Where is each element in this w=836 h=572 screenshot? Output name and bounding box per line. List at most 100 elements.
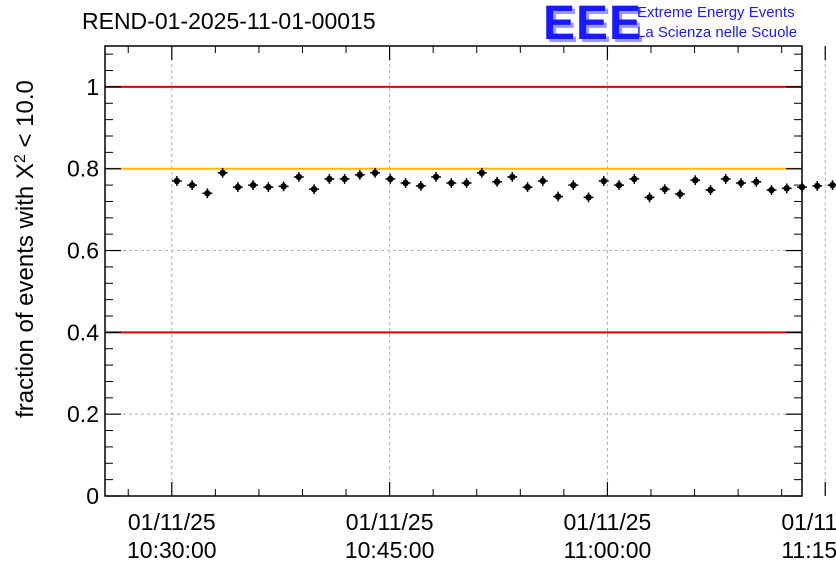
point-marker (493, 178, 501, 186)
point-marker (219, 169, 226, 177)
point-marker (280, 183, 287, 190)
point-marker (707, 186, 714, 194)
data-point (202, 188, 213, 199)
point-marker (631, 175, 638, 183)
x-tick-label-date: 01/11/25 (564, 509, 652, 535)
axis-ticks: 00.20.40.60.8101/11/2510:30:0001/11/2510… (67, 46, 836, 563)
data-point (431, 172, 442, 182)
point-marker (371, 169, 379, 177)
point-marker (448, 179, 455, 187)
point-marker (814, 182, 821, 190)
data-point (385, 174, 396, 184)
point-marker (661, 185, 668, 193)
data-point (263, 182, 274, 193)
grid-lines (105, 46, 826, 496)
data-point (705, 185, 716, 195)
data-point (476, 167, 487, 178)
y-axis-label-tail: < 10.0 (12, 80, 39, 154)
y-tick-label: 0.4 (67, 319, 99, 345)
point-marker (829, 181, 836, 189)
data-point (644, 192, 655, 203)
data-point (446, 178, 457, 188)
point-marker (722, 175, 729, 183)
point-marker (768, 186, 775, 194)
x-tick-label-time: 11:15:00 (781, 537, 836, 563)
data-point (324, 174, 335, 184)
point-marker (417, 182, 425, 190)
point-marker (188, 181, 196, 189)
point-marker (478, 169, 486, 177)
y-tick-label: 0.6 (67, 238, 99, 264)
data-point (187, 180, 198, 190)
y-axis-label-sup: 2 (12, 154, 29, 163)
logo-line-1: Extreme Energy Events (637, 4, 795, 21)
point-marker (600, 177, 607, 185)
threshold-lines (105, 85, 802, 334)
point-marker (265, 183, 272, 191)
y-tick-label: 1 (86, 74, 99, 100)
point-marker (249, 181, 257, 189)
x-tick-label-date: 01/11/25 (346, 509, 434, 535)
data-point (522, 182, 533, 193)
point-marker (463, 179, 470, 187)
y-tick-label: 0.2 (67, 401, 99, 427)
data-point (370, 167, 381, 178)
eee-logo-mark: EEE (543, 0, 643, 50)
point-marker (356, 171, 364, 179)
data-point (827, 180, 836, 190)
y-axis-label: fraction of events with X2 < 10.0 (12, 80, 40, 418)
data-point (293, 172, 304, 182)
y-axis-label-main: fraction of events with X (12, 163, 39, 418)
point-marker (387, 175, 394, 183)
data-point (278, 181, 289, 192)
point-marker (585, 194, 592, 201)
point-marker (524, 183, 531, 191)
point-marker (737, 179, 745, 187)
data-point (492, 176, 502, 187)
point-marker (310, 185, 318, 193)
data-point (339, 174, 350, 184)
point-marker (570, 181, 577, 189)
point-marker (509, 173, 516, 181)
data-point (812, 181, 823, 191)
data-point (629, 174, 640, 184)
x-tick-label-time: 10:30:00 (127, 537, 217, 563)
point-marker (234, 183, 242, 191)
point-marker (692, 176, 699, 184)
point-marker (402, 179, 409, 187)
data-point (415, 181, 426, 191)
data-point (568, 180, 579, 190)
data-point (217, 167, 228, 178)
point-marker (615, 181, 623, 189)
data-point (720, 174, 731, 184)
point-marker (204, 190, 211, 197)
svg-text:fraction of events with X2 < 1: fraction of events with X2 < 10.0 (12, 80, 40, 418)
point-marker (783, 185, 790, 192)
point-marker (554, 193, 562, 200)
data-point (766, 185, 777, 195)
data-point (751, 176, 762, 187)
data-point (659, 184, 670, 195)
point-marker (341, 175, 348, 183)
eee-logo: EEE Extreme Energy Events La Scienza nel… (543, 0, 833, 50)
data-point (354, 169, 365, 180)
chart-title: REND-01-2025-11-01-00015 (82, 8, 376, 34)
data-point (614, 180, 624, 190)
data-points (171, 167, 836, 203)
data-point (781, 183, 792, 194)
logo-line-2: La Scienza nelle Scuole (637, 24, 798, 41)
y-tick-label: 0 (86, 483, 99, 509)
data-point (400, 178, 411, 188)
data-point (690, 175, 701, 186)
point-marker (173, 177, 181, 185)
x-tick-label-time: 10:45:00 (345, 537, 435, 563)
point-marker (432, 173, 440, 181)
y-tick-label: 0.8 (67, 156, 99, 182)
point-marker (539, 177, 547, 185)
data-point (248, 180, 259, 190)
point-marker (295, 173, 303, 181)
data-point (553, 191, 563, 202)
point-marker (646, 194, 653, 201)
point-marker (326, 175, 333, 183)
